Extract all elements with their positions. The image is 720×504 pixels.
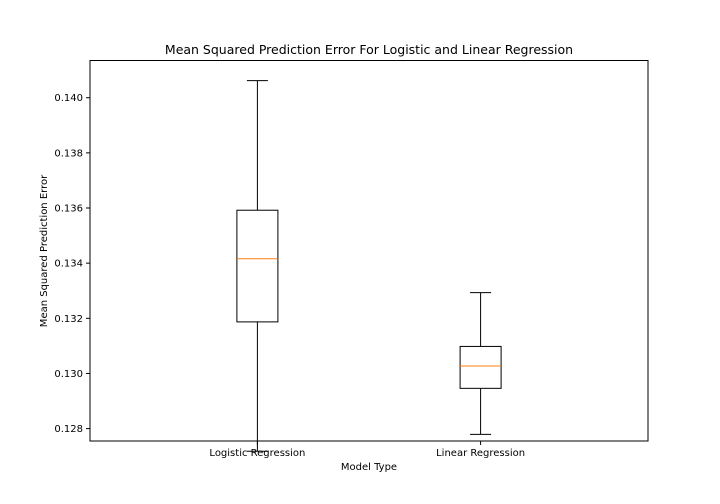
y-tick-label: 0.138 (54, 148, 83, 159)
box-logistic-regression (236, 80, 279, 452)
x-axis: Logistic Regression Linear Regression (209, 441, 525, 459)
box-linear-regression (459, 292, 502, 435)
y-tick-label: 0.132 (54, 314, 83, 325)
y-axis: 0.128 0.130 0.132 0.134 0.136 0.138 0.140 (54, 93, 90, 435)
y-tick-label: 0.136 (54, 204, 83, 215)
y-tick-label: 0.128 (54, 424, 83, 435)
x-tick-label: Logistic Regression (209, 448, 305, 459)
chart-title: Mean Squared Prediction Error For Logist… (165, 42, 573, 57)
boxes-group (236, 80, 502, 452)
y-tick-label: 0.140 (54, 93, 83, 104)
y-tick-label: 0.134 (54, 259, 83, 270)
x-axis-label: Model Type (341, 462, 397, 473)
y-axis-label: Mean Squared Prediction Error (39, 174, 50, 327)
iqr-box (459, 345, 502, 389)
y-tick-label: 0.130 (54, 369, 83, 380)
iqr-box (236, 209, 279, 323)
x-tick-label: Linear Regression (436, 448, 525, 459)
plot-area (89, 60, 649, 442)
